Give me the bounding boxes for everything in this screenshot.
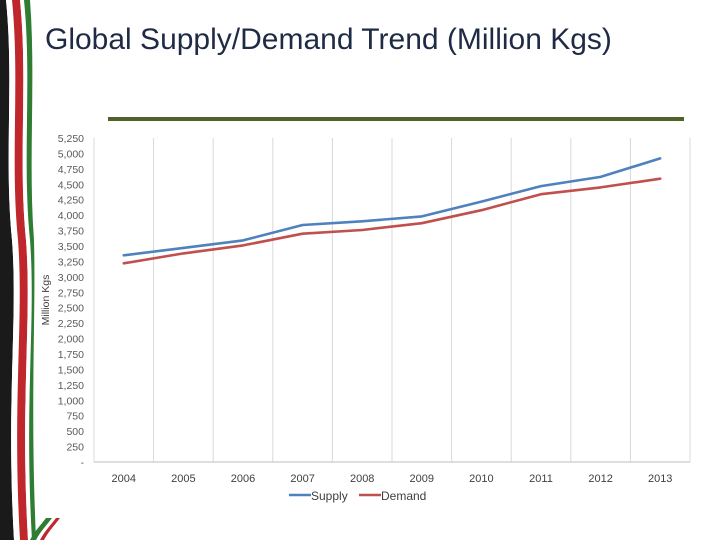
x-tick-label: 2010 <box>469 473 493 485</box>
y-tick-label: 3,500 <box>58 241 84 253</box>
x-axis-ticks: 2004 2005 2006 2007 2008 2009 2010 2011 2012 2013 <box>112 473 673 485</box>
grid-lines <box>93 138 691 463</box>
series-line-demand <box>122 177 662 265</box>
y-tick-label: 250 <box>66 442 84 454</box>
series-line-supply <box>122 157 662 257</box>
y-tick-label: 2,250 <box>58 318 84 330</box>
x-tick-label: 2012 <box>588 473 612 485</box>
y-tick-label: 1,250 <box>58 380 84 392</box>
y-tick-label: 5,250 <box>58 133 84 145</box>
x-tick-label: 2011 <box>529 473 553 485</box>
x-tick-label: 2009 <box>410 473 434 485</box>
y-tick-label: 4,250 <box>58 195 84 207</box>
decorative-left-stripe <box>0 0 36 540</box>
y-tick-label: 1,500 <box>58 364 84 376</box>
y-tick-label: 5,000 <box>58 148 84 160</box>
x-tick-label: 2008 <box>350 473 374 485</box>
x-tick-label: 2013 <box>648 473 672 485</box>
y-tick-label: 3,750 <box>58 226 84 238</box>
y-tick-label: 4,750 <box>58 164 84 176</box>
series-lines <box>122 157 662 265</box>
y-tick-label: 2,500 <box>58 303 84 315</box>
slide-title: Global Supply/Demand Trend (Million Kgs) <box>45 23 612 56</box>
title-divider <box>108 117 684 121</box>
y-tick-label: 4,500 <box>58 179 84 191</box>
y-axis-label: Million Kgs <box>40 275 52 326</box>
y-tick-label: 2,750 <box>58 287 84 299</box>
y-tick-label: 2,000 <box>58 334 84 346</box>
legend-label-demand: Demand <box>381 489 426 503</box>
y-tick-label: - <box>81 457 85 469</box>
y-tick-label: 3,000 <box>58 272 84 284</box>
y-tick-label: 3,250 <box>58 256 84 268</box>
legend: Supply Demand <box>289 489 426 503</box>
decorative-bottom-band <box>30 518 60 540</box>
x-tick-label: 2007 <box>290 473 314 485</box>
x-tick-label: 2004 <box>112 473 136 485</box>
y-tick-label: 500 <box>66 426 84 438</box>
y-tick-label: 750 <box>66 411 84 423</box>
y-tick-label: 1,000 <box>58 395 84 407</box>
y-tick-label: 1,750 <box>58 349 84 361</box>
y-tick-label: 4,000 <box>58 210 84 222</box>
x-tick-label: 2005 <box>171 473 195 485</box>
x-tick-label: 2006 <box>231 473 255 485</box>
y-axis-ticks: - 250 500 750 1,000 1,250 1,500 1,750 2,000 2,250… <box>58 133 85 469</box>
legend-label-supply: Supply <box>311 489 348 503</box>
